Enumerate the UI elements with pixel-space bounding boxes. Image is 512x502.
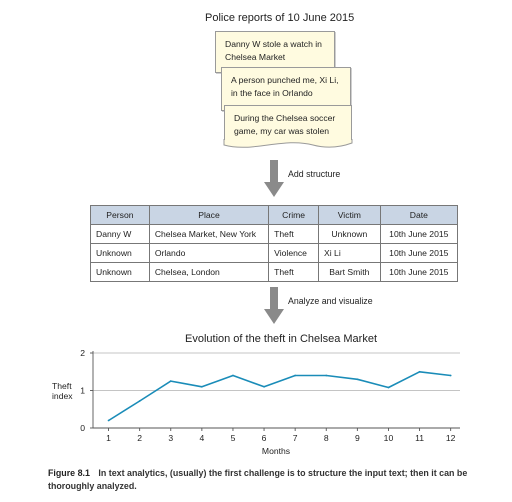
table-header-row: Person Place Crime Victim Date [90, 205, 459, 225]
figure-caption: Figure 8.1 In text analytics, (usually) … [48, 467, 488, 493]
table-cell: Orlando [148, 243, 270, 263]
analyze-label: Analyze and visualize [288, 296, 373, 306]
y-axis-label-line-2: index [52, 391, 73, 401]
column-header: Date [379, 205, 459, 225]
data-point [138, 400, 141, 402]
x-tick-label: 11 [415, 433, 424, 443]
x-tick-label: 7 [293, 433, 298, 443]
column-header: Victim [318, 205, 381, 225]
figure-label: Figure 8.1 [48, 468, 90, 478]
report-note-2: A person punched me, Xi Li, in the face … [221, 67, 351, 111]
table-cell: Theft [268, 224, 320, 244]
x-tick-label: 3 [168, 433, 173, 443]
chart-title: Evolution of the theft in Chelsea Market [185, 333, 377, 345]
x-tick-label: 9 [355, 433, 360, 443]
down-arrow-icon [264, 287, 284, 324]
data-point [325, 374, 328, 377]
report-note-1: Danny W stole a watch in Chelsea Market [215, 31, 335, 73]
x-tick-label: 2 [137, 433, 142, 443]
data-point [232, 374, 234, 377]
down-arrow-icon [264, 160, 284, 197]
x-axis-label: Months [262, 446, 290, 456]
reports-title: Police reports of 10 June 2015 [205, 12, 355, 24]
table-cell: Unknown [90, 243, 150, 263]
table-cell: Chelsea Market, New York [148, 224, 270, 244]
table-cell: 10th June 2015 [379, 262, 459, 282]
y-tick-label: 1 [80, 386, 85, 396]
report-note-3-text: During the Chelsea soccer game, my car w… [234, 113, 336, 136]
table-cell: Bart Smith [318, 262, 381, 282]
table-cell: Chelsea, London [148, 262, 270, 282]
crime-table: Person Place Crime Victim Date Danny W C… [90, 205, 459, 282]
table-cell: Unknown [90, 262, 150, 282]
table-row: Danny W Chelsea Market, New York Theft U… [90, 224, 459, 244]
data-point [387, 386, 390, 389]
data-point [200, 385, 203, 388]
x-tick-label: 6 [262, 433, 267, 443]
table-cell: Theft [268, 262, 320, 282]
y-tick-label: 2 [80, 348, 85, 358]
data-point [263, 385, 265, 388]
table-row: Unknown Chelsea, London Theft Bart Smith… [90, 262, 459, 282]
x-tick-label: 4 [199, 433, 204, 443]
column-header: Person [90, 205, 150, 225]
figure-caption-text: In text analytics, (usually) the first c… [48, 468, 468, 491]
table-row: Unknown Orlando Violence Xi Li 10th June… [90, 243, 459, 263]
y-tick-label: 0 [80, 423, 85, 433]
data-point [169, 380, 172, 383]
x-tick-label: 12 [446, 433, 456, 443]
table-cell: Xi Li [318, 243, 381, 263]
table-cell: 10th June 2015 [379, 243, 459, 263]
column-header: Crime [268, 205, 320, 225]
x-tick-label: 1 [106, 433, 111, 443]
column-header: Place [148, 205, 270, 225]
x-tick-label: 8 [324, 433, 329, 443]
report-note-3: During the Chelsea soccer game, my car w… [224, 105, 352, 141]
data-point [107, 419, 110, 422]
report-note-3-wavy-edge [223, 139, 353, 148]
x-tick-label: 10 [384, 433, 394, 443]
add-structure-label: Add structure [288, 169, 341, 179]
table-cell: 10th June 2015 [379, 224, 459, 244]
data-point [449, 374, 452, 377]
x-tick-label: 5 [231, 433, 236, 443]
table-cell: Violence [268, 243, 320, 263]
data-point [294, 374, 297, 377]
data-point [356, 378, 359, 381]
data-point [418, 370, 421, 373]
theft-index-line [108, 370, 451, 422]
table-cell: Danny W [90, 224, 150, 244]
report-note-1-text: Danny W stole a watch in Chelsea Market [225, 39, 322, 62]
y-axis-label-line-1: Theft [52, 381, 72, 391]
report-note-2-text: A person punched me, Xi Li, in the face … [231, 75, 339, 98]
table-cell: Unknown [318, 224, 381, 244]
